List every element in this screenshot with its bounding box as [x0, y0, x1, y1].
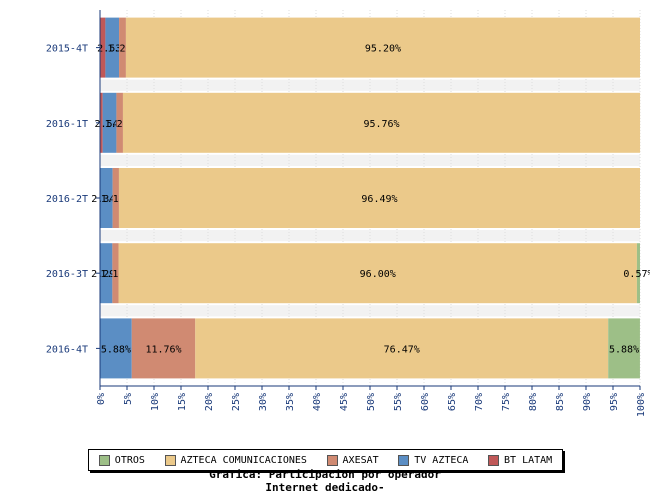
bar-azteca-comunicaciones-2016-1t	[122, 92, 641, 153]
bar-tv-azteca-2016-3t	[100, 243, 113, 304]
x-tick-label-70: 70%	[474, 393, 485, 411]
x-tick-label-95: 95%	[609, 393, 620, 411]
data-label-azteca-comunicaciones-2016-4t: 76.47%	[384, 344, 420, 355]
data-label-tv-azteca-2016-1t: 2.54%	[95, 119, 125, 130]
legend-swatch-tv-azteca	[398, 454, 410, 466]
x-tick-label-55: 55%	[393, 393, 404, 411]
bar-azteca-comunicaciones-2016-3t	[118, 243, 637, 304]
bar-tv-azteca-2016-4t	[100, 318, 132, 379]
data-label-axesat-2015-4t: 1.27%	[107, 44, 137, 55]
legend-item-tv-azteca: TV AZTECA	[398, 454, 469, 466]
bar-tv-azteca-2015-4t	[105, 17, 120, 78]
x-tick-label-80: 80%	[528, 393, 539, 411]
category-label-2016-1t: 2016-1T	[46, 119, 88, 130]
data-label-azteca-comunicaciones-2015-4t: 95.20%	[365, 44, 401, 55]
x-tick-label-10: 10%	[150, 393, 161, 411]
x-tick-label-30: 30%	[258, 393, 269, 411]
x-tick-label-60: 60%	[420, 393, 431, 411]
data-label-azteca-comunicaciones-2016-1t: 95.76%	[363, 119, 399, 130]
bar-axesat-2016-4t	[131, 318, 196, 379]
data-label-tv-azteca-2015-4t: 2.53%	[97, 44, 127, 55]
legend-swatch-azteca-comunicaciones	[164, 454, 176, 466]
x-tick-label-0: 0%	[96, 393, 107, 405]
bar-tv-azteca-2016-2t	[100, 168, 113, 228]
bar-axesat-2016-1t	[116, 92, 123, 153]
bar-axesat-2016-2t	[112, 168, 119, 228]
x-tick-label-45: 45%	[339, 393, 350, 411]
x-tick-label-35: 35%	[285, 393, 296, 411]
bar-tv-azteca-2016-1t	[102, 92, 117, 153]
category-label-2016-4t: 2016-4T	[46, 344, 88, 355]
bar-bt-latam-2015-4t	[100, 17, 106, 78]
bar-azteca-comunicaciones-2015-4t	[125, 17, 641, 78]
x-tick-label-5: 5%	[123, 393, 134, 405]
data-label-tv-azteca-2016-4t: 5.88%	[101, 344, 131, 355]
x-tick-label-50: 50%	[366, 393, 377, 411]
data-label-tv-azteca-2016-2t: 2.34%	[91, 194, 121, 205]
chart-legend: OTROS AZTECA COMUNICACIONES AXESAT TV AZ…	[88, 449, 563, 471]
data-label-azteca-comunicaciones-2016-2t: 96.49%	[361, 194, 397, 205]
legend-label-bt-latam: BT LATAM	[504, 454, 553, 466]
x-tick-label-15: 15%	[177, 393, 188, 411]
data-label-otros-2016-4t: 5.88%	[609, 344, 639, 355]
legend-item-bt-latam: BT LATAM	[488, 454, 553, 466]
x-tick-label-20: 20%	[204, 393, 215, 411]
x-tick-label-65: 65%	[447, 393, 458, 411]
legend-swatch-bt-latam	[488, 454, 500, 466]
x-tick-label-75: 75%	[501, 393, 512, 411]
bar-azteca-comunicaciones-2016-2t	[118, 168, 641, 228]
legend-label-axesat: AXESAT	[342, 454, 379, 466]
data-label-axesat-2016-3t: 1.14%	[100, 269, 130, 280]
x-tick-label-25: 25%	[231, 393, 242, 411]
legend-swatch-axesat	[326, 454, 338, 466]
legend-label-azteca-comunicaciones: AZTECA COMUNICACIONES	[180, 454, 307, 466]
data-label-axesat-2016-1t: 1.21%	[105, 119, 135, 130]
legend-item-azteca-comunicaciones: AZTECA COMUNICACIONES	[164, 454, 307, 466]
category-label-2016-3t: 2016-3T	[46, 269, 88, 280]
x-tick-label-85: 85%	[555, 393, 566, 411]
bar-axesat-2016-3t	[112, 243, 119, 304]
bar-axesat-2015-4t	[119, 17, 126, 78]
data-label-otros-2016-3t: 0.57%	[623, 269, 650, 280]
legend-label-otros: OTROS	[114, 454, 145, 466]
chart-caption-subtitle: Internet dedicado-	[265, 481, 385, 494]
legend-label-tv-azteca: TV AZTECA	[414, 454, 469, 466]
x-tick-label-100: 100%	[636, 393, 647, 417]
legend-swatch-otros	[98, 454, 110, 466]
legend-item-axesat: AXESAT	[326, 454, 379, 466]
data-label-axesat-2016-4t: 11.76%	[145, 344, 181, 355]
bar-otros-2016-4t	[608, 318, 640, 379]
legend-item-otros: OTROS	[98, 454, 145, 466]
x-tick-label-40: 40%	[312, 393, 323, 411]
bar-bt-latam-2016-1t	[100, 92, 103, 153]
data-label-tv-azteca-2016-3t: 2.29%	[91, 269, 121, 280]
data-label-axesat-2016-2t: 1.17%	[101, 194, 131, 205]
bar-otros-2016-3t	[636, 243, 640, 304]
category-label-2016-2t: 2016-2T	[46, 194, 88, 205]
x-tick-label-90: 90%	[582, 393, 593, 411]
data-label-azteca-comunicaciones-2016-3t: 96.00%	[360, 269, 396, 280]
category-label-2015-4t: 2015-4T	[46, 44, 88, 55]
bar-azteca-comunicaciones-2016-4t	[195, 318, 609, 379]
chart-caption-title: Grafica: Participacion por operador	[209, 468, 441, 481]
